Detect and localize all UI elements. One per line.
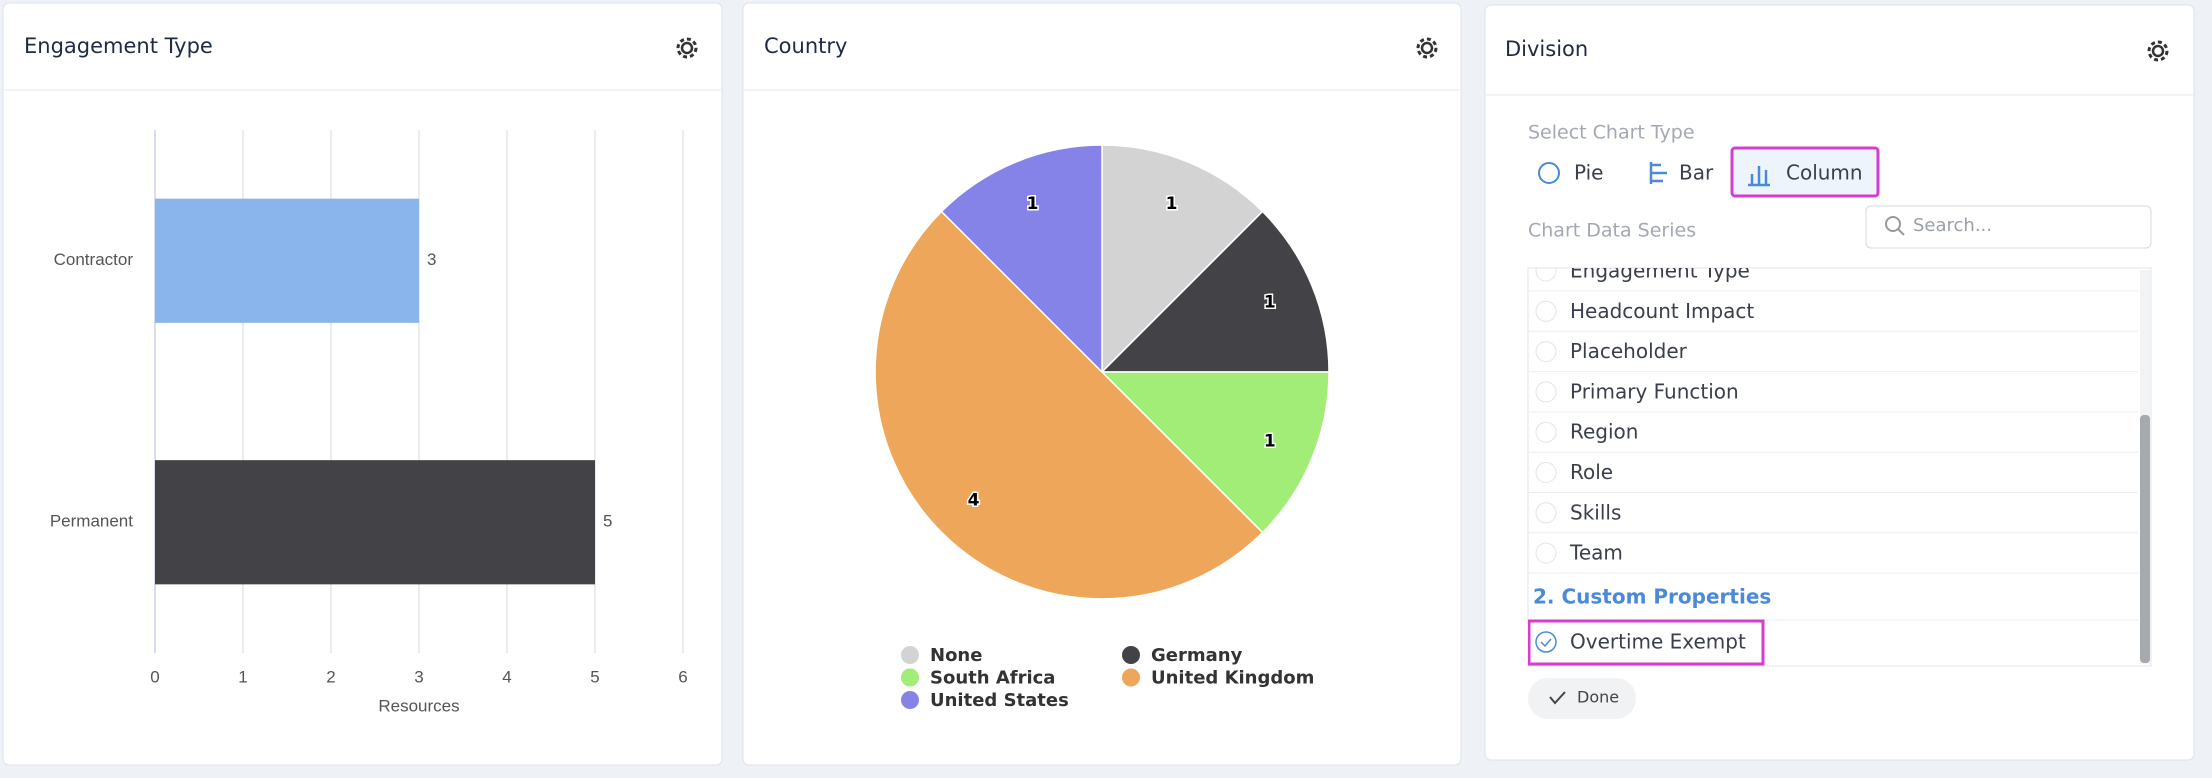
series-list-items: Engagement Type Headcount Impact Placehold… <box>1528 259 2138 666</box>
series-item[interactable]: Skills <box>1570 500 1621 524</box>
series-item[interactable]: Overtime Exempt <box>1570 630 1746 654</box>
legend-label: United States <box>930 690 1069 711</box>
legend-marker <box>901 668 919 687</box>
scrollbar-thumb[interactable] <box>2140 415 2150 663</box>
x-tick-label: 6 <box>678 667 687 686</box>
series-list <box>1527 267 2152 667</box>
x-tick-label: 0 <box>150 667 159 686</box>
series-item[interactable]: Role <box>1570 460 1613 484</box>
series-item[interactable]: Engagement Type <box>1570 259 1750 283</box>
x-tick-label: 4 <box>502 667 511 686</box>
panel <box>2 2 723 766</box>
bar <box>155 460 595 585</box>
series-item[interactable]: Region <box>1570 420 1638 444</box>
pie-slice <box>940 144 1103 374</box>
chart-type-column[interactable]: Column <box>1730 146 1880 198</box>
value-label: 3 <box>427 250 436 269</box>
series-item[interactable]: Primary Function <box>1570 379 1739 403</box>
legend-marker <box>1122 668 1140 687</box>
pie-slice <box>1100 371 1330 534</box>
series-item[interactable]: Team <box>1569 541 1623 565</box>
checkbox[interactable] <box>1535 341 1557 363</box>
settings-icon[interactable] <box>2147 40 2169 62</box>
series-item[interactable]: Headcount Impact <box>1570 299 1754 323</box>
checkbox[interactable] <box>1535 381 1557 403</box>
chart-type-bar[interactable]: Bar <box>1649 161 1714 185</box>
x-tick-label: 1 <box>238 667 247 686</box>
slice-label: 4 <box>968 490 980 510</box>
chart-type-pie[interactable]: Pie <box>1538 161 1603 185</box>
legend-marker <box>1122 646 1140 664</box>
done-button[interactable]: Done <box>1528 678 1636 719</box>
panel-title: Division <box>1505 37 1588 61</box>
legend-marker <box>901 646 919 664</box>
x-tick-label: 3 <box>414 667 423 686</box>
slice-label: 1 <box>1166 194 1178 214</box>
legend-marker <box>901 691 919 709</box>
chart-type-label[interactable]: Pie <box>1574 161 1603 185</box>
legend-label: None <box>930 645 982 666</box>
y-tick-label: Permanent <box>50 512 133 531</box>
checkbox[interactable] <box>1535 502 1557 524</box>
settings-icon[interactable] <box>1416 37 1438 59</box>
slice-label: 1 <box>1264 431 1276 451</box>
checkbox-checked[interactable] <box>1535 631 1557 653</box>
panel-title: Engagement Type <box>24 34 213 58</box>
slice-label: 1 <box>1027 194 1039 214</box>
chart-type-label[interactable]: Bar <box>1679 161 1714 185</box>
series-item[interactable]: Placeholder <box>1570 339 1688 363</box>
bar <box>155 198 419 323</box>
legend-label: United Kingdom <box>1151 668 1314 689</box>
x-tick-label: 5 <box>590 667 599 686</box>
section-label: Select Chart Type <box>1528 122 1695 144</box>
pie-slice <box>1100 210 1330 373</box>
panel-title: Country <box>764 34 847 58</box>
checkbox[interactable] <box>1535 261 1557 282</box>
pie-slice <box>1101 144 1264 374</box>
highlight-box <box>1528 619 1765 666</box>
slice-label: 1 <box>1264 293 1276 313</box>
value-label: 5 <box>603 512 612 531</box>
legend-label: South Africa <box>930 668 1055 689</box>
checkbox[interactable] <box>1535 300 1557 322</box>
checkbox[interactable] <box>1535 542 1557 564</box>
pie-slice <box>874 210 1264 600</box>
chart-type-label[interactable]: Column <box>1786 161 1863 185</box>
done-label[interactable]: Done <box>1577 688 1619 707</box>
x-axis-label: Resources <box>378 696 459 715</box>
section-label: Chart Data Series <box>1528 220 1696 242</box>
check-mark <box>1540 638 1552 648</box>
checkbox[interactable] <box>1535 462 1557 483</box>
settings-icon[interactable] <box>676 37 698 59</box>
x-tick-label: 2 <box>326 667 335 686</box>
search-placeholder: Search... <box>1913 215 1992 236</box>
search-box[interactable]: Search... <box>1865 205 2152 249</box>
y-tick-label: Contractor <box>54 250 134 269</box>
group-heading: 2. Custom Properties <box>1533 585 1771 609</box>
legend-label: Germany <box>1151 645 1243 666</box>
checkbox[interactable] <box>1535 421 1557 443</box>
